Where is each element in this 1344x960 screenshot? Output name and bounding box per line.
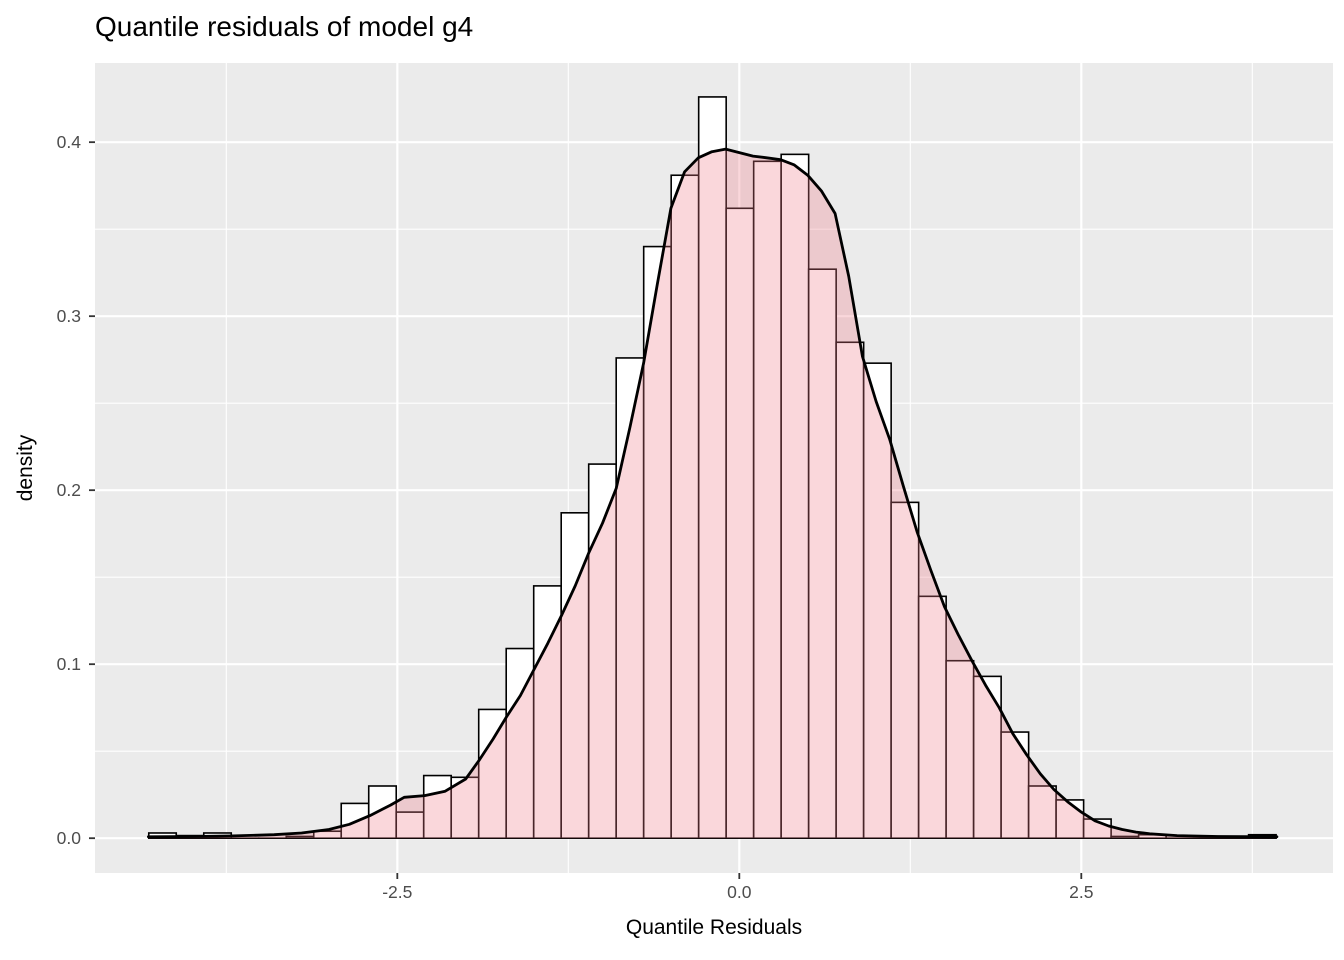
y-tick-label: 0.4 [57, 132, 82, 152]
histogram-bar [450, 776, 480, 839]
y-axis-title: density [14, 434, 37, 502]
histogram-bar [1055, 799, 1085, 839]
histogram-bar [917, 595, 947, 839]
histogram-bar [615, 357, 645, 839]
plot-title: Quantile residuals of model g4 [95, 11, 474, 42]
y-tick-label: 0.3 [57, 306, 81, 326]
y-tick-label: 0.2 [57, 480, 81, 500]
histogram-bar [890, 501, 920, 839]
x-tick-label: 0.0 [727, 882, 752, 902]
x-tick-label: 2.5 [1069, 882, 1093, 902]
y-tick-label: 0.0 [57, 828, 82, 848]
y-tick-label: 0.1 [57, 654, 81, 674]
density-area [148, 149, 1277, 839]
histogram-bar [807, 268, 837, 839]
histogram-bar [862, 362, 892, 839]
histogram-bar [477, 708, 508, 839]
histogram-bar [835, 341, 865, 839]
histogram-bar [780, 153, 810, 839]
histogram-bar [422, 774, 453, 839]
histogram-bar [752, 160, 782, 839]
histogram-bar [642, 245, 672, 839]
density-curve [147, 147, 1279, 839]
x-axis-title: Quantile Residuals [625, 916, 803, 939]
histogram-bar [367, 785, 398, 839]
x-tick-label: -2.5 [382, 882, 412, 902]
histogram-bar [670, 174, 700, 839]
